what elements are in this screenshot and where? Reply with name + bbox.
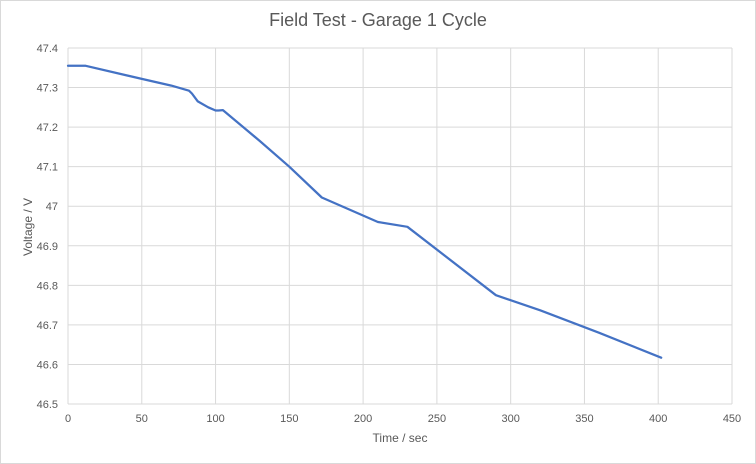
x-tick-label: 200: [354, 413, 372, 425]
chart-title: Field Test - Garage 1 Cycle: [269, 10, 487, 30]
y-tick-label: 47.3: [37, 83, 58, 95]
x-tick-label: 350: [575, 413, 593, 425]
y-tick-label: 47.1: [37, 162, 58, 174]
y-tick-label: 46.6: [37, 359, 58, 371]
x-tick-label: 100: [206, 413, 224, 425]
x-tick-label: 150: [280, 413, 298, 425]
x-tick-label: 300: [501, 413, 519, 425]
x-tick-label: 0: [65, 413, 71, 425]
y-tick-label: 46.7: [37, 320, 58, 332]
y-tick-label: 46.8: [37, 280, 58, 292]
y-tick-label: 47.4: [37, 43, 58, 55]
x-tick-label: 50: [136, 413, 148, 425]
x-tick-label: 250: [428, 413, 446, 425]
y-tick-label: 46.9: [37, 241, 58, 253]
series-line: [66, 64, 663, 359]
x-axis-label: Time / sec: [372, 431, 428, 445]
y-tick-label: 47: [46, 201, 58, 213]
x-tick-label: 450: [723, 413, 741, 425]
y-tick-label: 46.5: [37, 399, 58, 411]
y-tick-label: 47.2: [37, 122, 58, 134]
x-tick-label: 400: [649, 413, 667, 425]
